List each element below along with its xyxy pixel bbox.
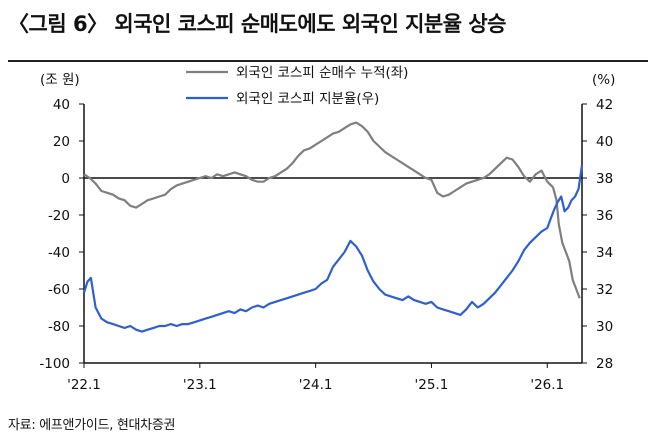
- left-tick-label: -20: [48, 208, 70, 224]
- source-note: 자료: 에프앤가이드, 현대차증권: [8, 418, 176, 433]
- right-tick-label: 32: [596, 282, 613, 298]
- chart-legend: 외국인 코스피 순매수 누적(좌) 외국인 코스피 지분율(우): [186, 65, 408, 107]
- chart-lines: [82, 121, 584, 333]
- chart-labels: 40 20 0 -20 -40 -60 -80 -100 42 40 38 36 34 32 30 28 '22…: [39, 72, 615, 393]
- left-tick-label: -100: [39, 356, 70, 372]
- x-tick-label: '22.1: [67, 377, 101, 393]
- chart: 40 20 0 -20 -40 -60 -80 -100 42 40 38 36 34 32 30 28 '22…: [39, 65, 615, 393]
- x-tick-label: '24.1: [299, 377, 333, 393]
- right-axis-unit: (%): [592, 72, 615, 88]
- net-buy-cumulative-line: [83, 121, 581, 299]
- page-title: 〈그림 6〉 외국인 코스피 순매도에도 외국인 지분율 상승: [8, 12, 507, 36]
- x-tick-label: '25.1: [415, 377, 449, 393]
- chart-axes: [79, 103, 587, 368]
- left-tick-label: 20: [53, 134, 70, 150]
- left-axis-unit: (조 원): [40, 72, 80, 88]
- left-tick-label: -80: [48, 319, 70, 335]
- left-tick-label: 0: [61, 171, 70, 187]
- right-tick-label: 40: [596, 134, 613, 150]
- legend-label-foreign-share-line: 외국인 코스피 지분율(우): [236, 91, 379, 107]
- right-tick-label: 36: [596, 208, 613, 224]
- right-tick-label: 42: [596, 97, 613, 113]
- right-tick-label: 30: [596, 319, 613, 335]
- right-tick-label: 28: [596, 356, 613, 372]
- foreign-share-line: [82, 164, 584, 333]
- legend-label-net-buy-cumulative-line: 외국인 코스피 순매수 누적(좌): [236, 65, 408, 81]
- right-tick-label: 34: [596, 245, 613, 261]
- left-tick-label: 40: [53, 97, 70, 113]
- x-tick-label: '23.1: [183, 377, 217, 393]
- left-tick-label: -40: [48, 245, 70, 261]
- right-tick-label: 38: [596, 171, 613, 187]
- left-tick-label: -60: [48, 282, 70, 298]
- x-tick-label: '26.1: [530, 377, 564, 393]
- title-divider: [8, 60, 648, 62]
